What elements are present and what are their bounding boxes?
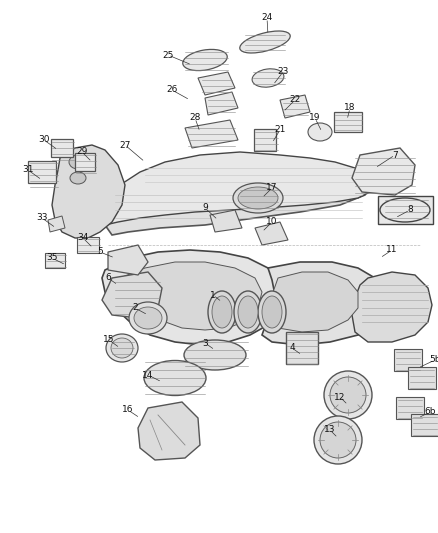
Ellipse shape bbox=[324, 371, 372, 419]
Text: 30: 30 bbox=[38, 135, 50, 144]
Bar bbox=[408, 367, 436, 389]
Polygon shape bbox=[105, 178, 370, 235]
Text: 8: 8 bbox=[407, 206, 413, 214]
Polygon shape bbox=[52, 145, 125, 238]
Ellipse shape bbox=[330, 377, 366, 413]
Text: 23: 23 bbox=[277, 68, 289, 77]
Ellipse shape bbox=[134, 307, 162, 329]
Bar bbox=[28, 161, 56, 183]
Bar bbox=[378, 196, 432, 224]
Bar bbox=[77, 237, 99, 253]
Ellipse shape bbox=[258, 291, 286, 333]
Text: 12: 12 bbox=[334, 392, 346, 401]
Text: 27: 27 bbox=[119, 141, 131, 149]
Polygon shape bbox=[185, 120, 238, 148]
Polygon shape bbox=[280, 95, 310, 118]
Text: 35: 35 bbox=[46, 254, 58, 262]
Text: 5: 5 bbox=[97, 247, 103, 256]
Text: 2: 2 bbox=[132, 303, 138, 312]
Ellipse shape bbox=[308, 123, 332, 141]
Text: 21: 21 bbox=[274, 125, 286, 134]
Text: 6b: 6b bbox=[424, 408, 436, 416]
Text: 14: 14 bbox=[142, 370, 154, 379]
Polygon shape bbox=[352, 148, 415, 195]
Text: 18: 18 bbox=[344, 103, 356, 112]
Ellipse shape bbox=[183, 50, 227, 70]
Text: 26: 26 bbox=[166, 85, 178, 94]
Ellipse shape bbox=[129, 302, 167, 334]
Ellipse shape bbox=[106, 334, 138, 362]
Ellipse shape bbox=[212, 296, 232, 328]
Text: 25: 25 bbox=[162, 51, 174, 60]
Text: 15: 15 bbox=[103, 335, 115, 344]
Ellipse shape bbox=[314, 416, 362, 464]
Ellipse shape bbox=[111, 338, 133, 358]
Text: 29: 29 bbox=[76, 148, 88, 157]
Text: 31: 31 bbox=[22, 166, 34, 174]
Polygon shape bbox=[255, 222, 288, 245]
Text: 3: 3 bbox=[202, 338, 208, 348]
Ellipse shape bbox=[240, 31, 290, 53]
Bar bbox=[286, 332, 318, 364]
Ellipse shape bbox=[234, 291, 262, 333]
Text: 19: 19 bbox=[309, 114, 321, 123]
Ellipse shape bbox=[238, 187, 278, 209]
Polygon shape bbox=[138, 402, 200, 460]
Text: 1: 1 bbox=[210, 290, 216, 300]
Ellipse shape bbox=[238, 296, 258, 328]
Ellipse shape bbox=[208, 291, 236, 333]
Polygon shape bbox=[210, 210, 242, 232]
Bar bbox=[411, 414, 438, 436]
Text: 9: 9 bbox=[202, 204, 208, 213]
Ellipse shape bbox=[320, 422, 356, 458]
Polygon shape bbox=[198, 72, 235, 95]
Text: 11: 11 bbox=[386, 246, 398, 254]
Text: 17: 17 bbox=[266, 183, 278, 192]
Text: 6: 6 bbox=[105, 273, 111, 282]
Polygon shape bbox=[262, 262, 382, 345]
Text: 16: 16 bbox=[122, 406, 134, 415]
Polygon shape bbox=[120, 262, 262, 330]
Text: 34: 34 bbox=[78, 233, 88, 243]
Bar bbox=[254, 129, 276, 151]
Ellipse shape bbox=[70, 172, 86, 184]
Text: 28: 28 bbox=[189, 114, 201, 123]
Text: 10: 10 bbox=[266, 217, 278, 227]
Text: 5b: 5b bbox=[429, 356, 438, 365]
Text: 13: 13 bbox=[324, 425, 336, 434]
Text: 4: 4 bbox=[289, 343, 295, 352]
Bar bbox=[75, 153, 95, 171]
Ellipse shape bbox=[262, 296, 282, 328]
Text: 22: 22 bbox=[290, 95, 300, 104]
Bar bbox=[51, 139, 73, 157]
Ellipse shape bbox=[252, 69, 284, 87]
Ellipse shape bbox=[144, 360, 206, 395]
Polygon shape bbox=[102, 250, 282, 345]
Ellipse shape bbox=[233, 183, 283, 213]
Bar bbox=[396, 397, 424, 419]
Ellipse shape bbox=[184, 340, 246, 370]
Polygon shape bbox=[98, 152, 375, 225]
Bar bbox=[45, 253, 65, 268]
Polygon shape bbox=[108, 245, 148, 275]
Polygon shape bbox=[102, 272, 162, 318]
Ellipse shape bbox=[380, 198, 430, 222]
Text: 24: 24 bbox=[261, 13, 272, 22]
Polygon shape bbox=[48, 216, 65, 232]
Polygon shape bbox=[352, 272, 432, 342]
Bar bbox=[334, 112, 362, 132]
Ellipse shape bbox=[69, 155, 87, 169]
Bar bbox=[394, 349, 422, 371]
Polygon shape bbox=[205, 92, 238, 115]
Polygon shape bbox=[270, 272, 358, 332]
Text: 33: 33 bbox=[36, 214, 48, 222]
Text: 7: 7 bbox=[392, 150, 398, 159]
